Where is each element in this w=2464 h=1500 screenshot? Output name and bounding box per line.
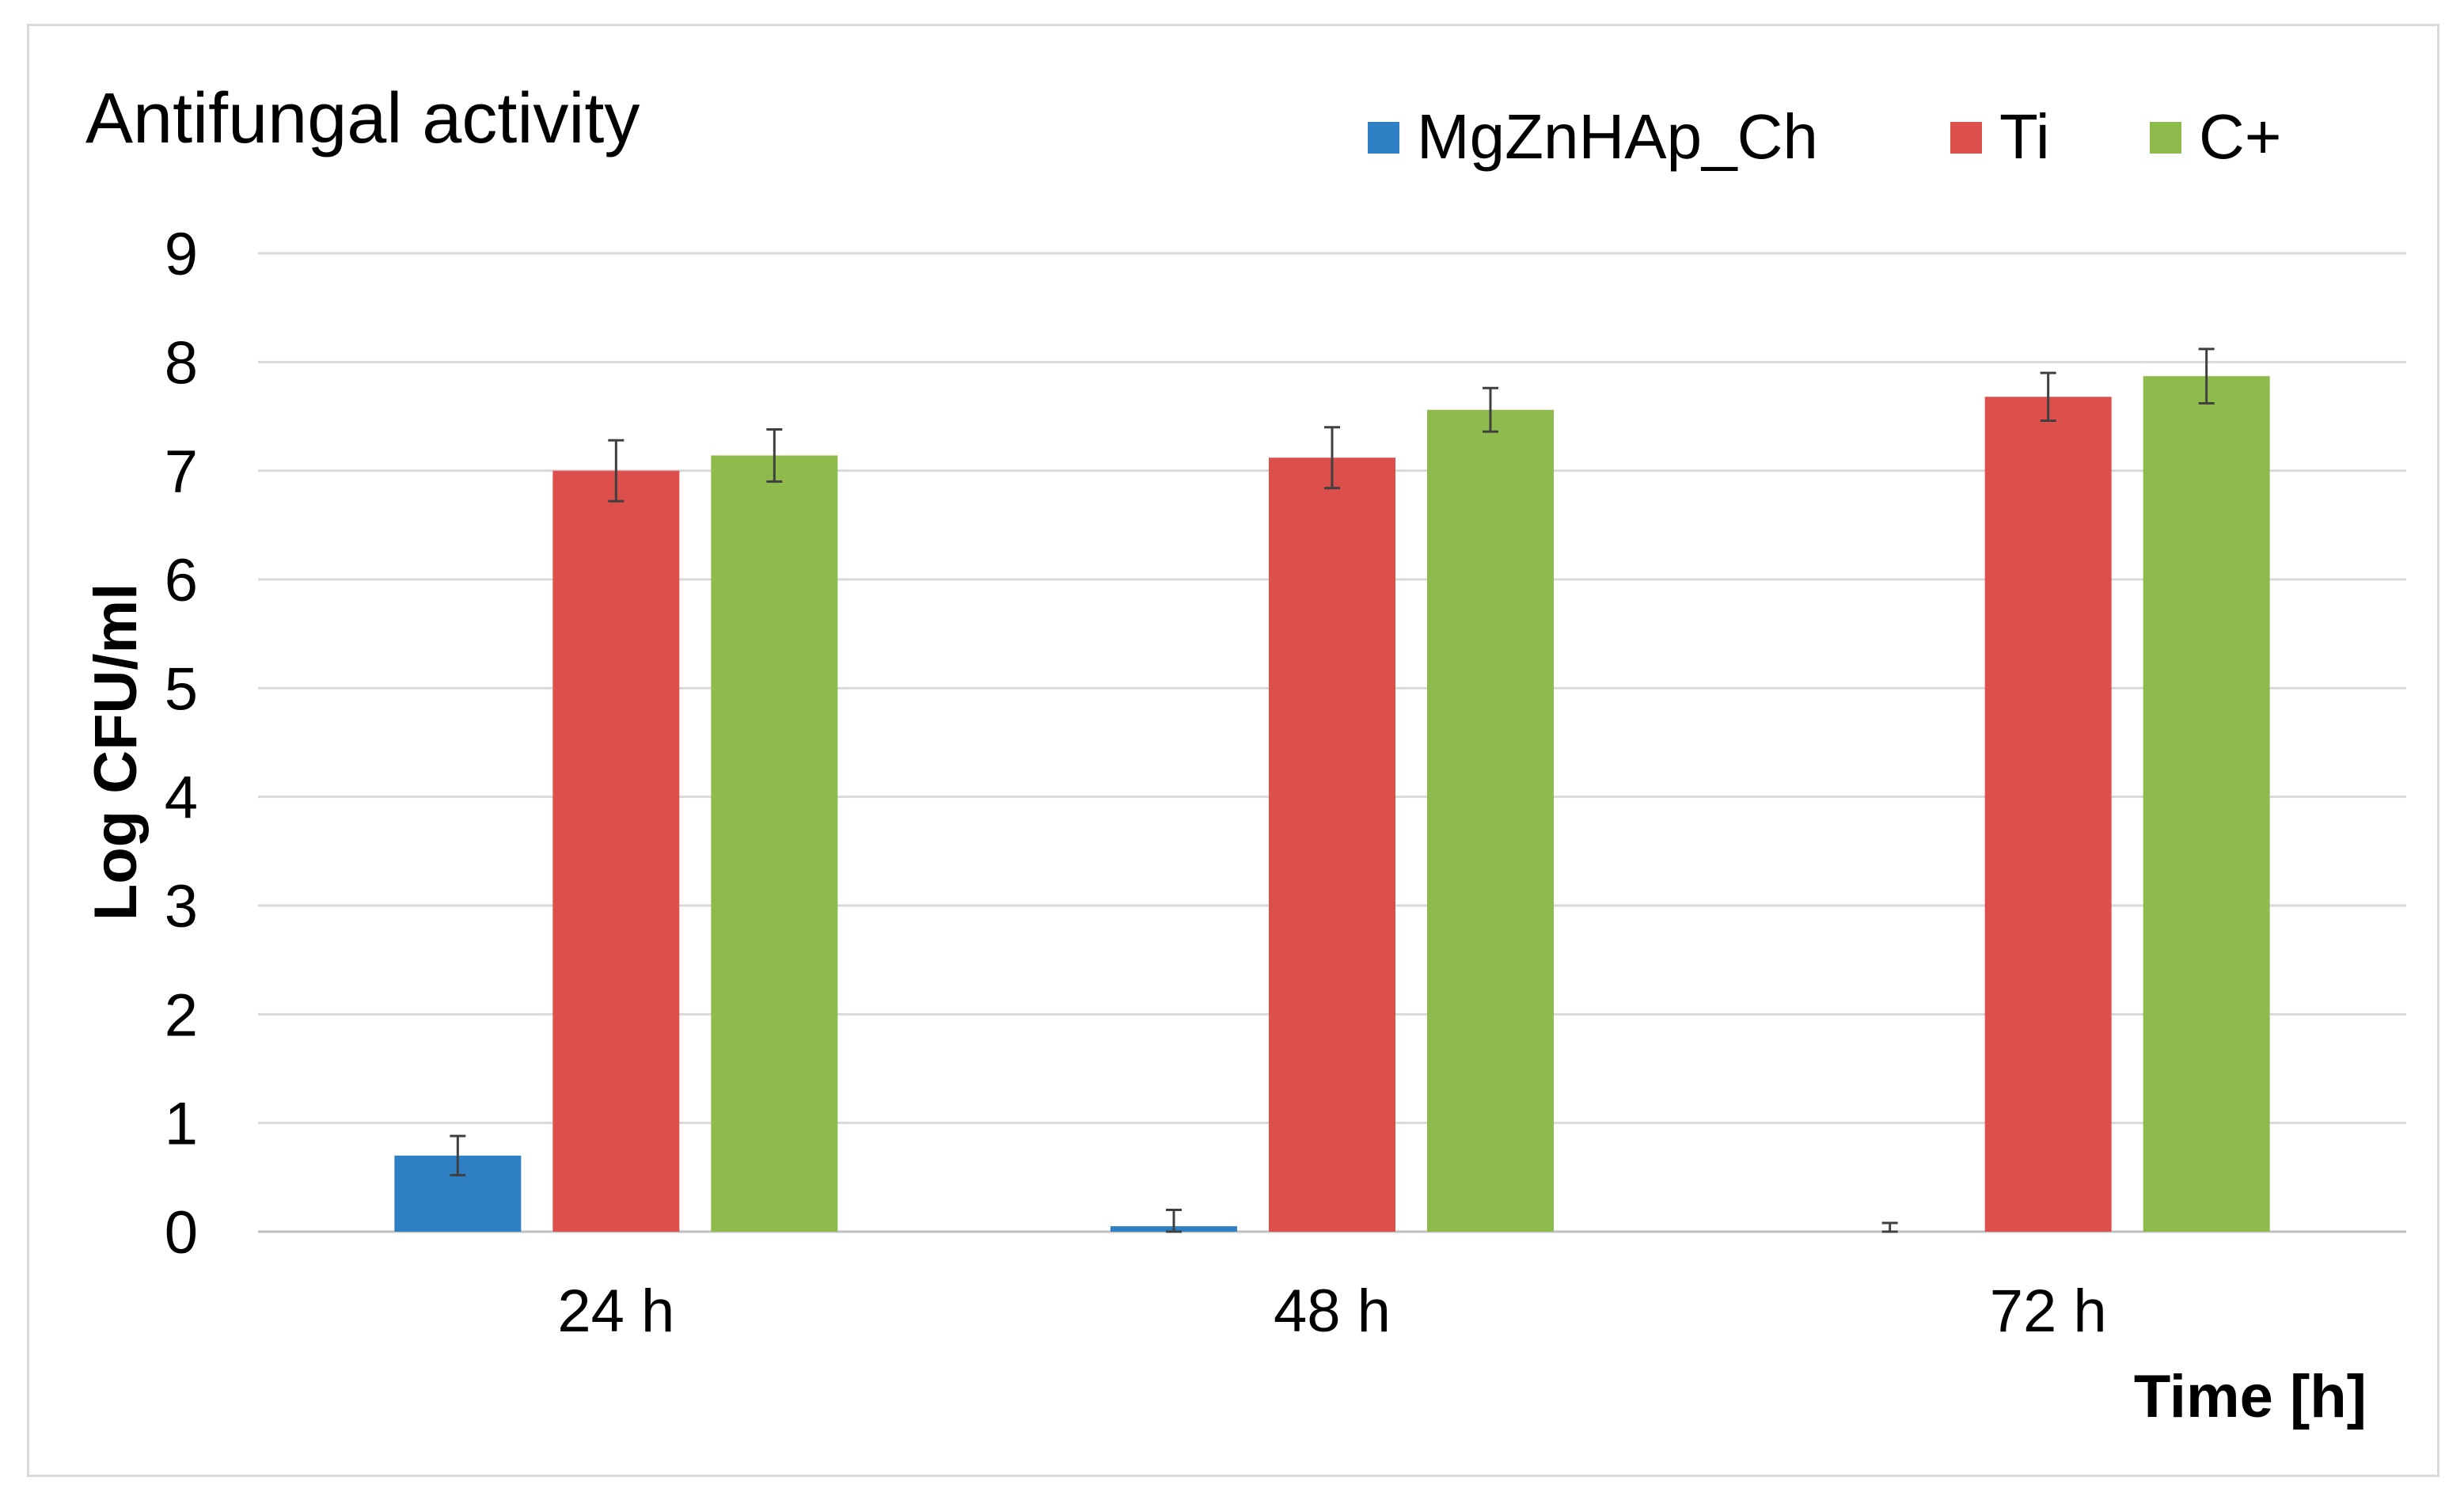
error-bar [1483,386,1498,433]
bar [1984,397,2112,1232]
y-axis-ticks: 0 1 2 3 4 5 6 7 8 9 [165,221,198,1266]
y-tick-label: 7 [165,439,198,506]
legend-swatch [1950,122,1982,154]
bars [394,347,2270,1233]
y-tick-label: 4 [165,765,198,832]
error-bar [1324,426,1340,490]
y-tick-label: 6 [165,547,198,614]
y-tick-label: 0 [165,1199,198,1266]
legend-swatch [2150,122,2181,154]
x-axis-label: Time [h] [2134,1363,2367,1430]
legend-label: Ti [1999,101,2050,172]
bar [1427,409,1554,1232]
error-bar [1166,1209,1182,1233]
legend: MgZnHAp_Ch Ti C+ [1368,101,2282,172]
x-tick-label: 48 h [1274,1278,1391,1345]
error-bar [766,427,783,483]
bar [552,470,680,1232]
y-tick-label: 2 [165,982,198,1049]
bar [711,455,838,1232]
legend-label: MgZnHAp_Ch [1417,101,1818,172]
error-bar [450,1134,466,1177]
y-tick-label: 1 [165,1091,198,1158]
x-tick-label: 72 h [1990,1278,2107,1345]
error-bar [2040,371,2056,422]
error-bar [1881,1221,1898,1233]
y-tick-label: 8 [165,329,198,397]
error-bar [2198,347,2215,405]
y-axis-label: Log CFU/ml [82,583,150,921]
error-bar [608,439,625,503]
bar [1269,458,1395,1232]
y-tick-label: 9 [165,221,198,288]
y-tick-label: 5 [165,655,198,723]
y-tick-label: 3 [165,873,198,940]
chart-title: Antifungal activity [85,79,640,158]
legend-swatch [1368,122,1399,154]
bar [2143,376,2270,1232]
legend-label: C+ [2199,101,2282,172]
x-tick-label: 24 h [557,1278,674,1345]
x-axis-ticks: 24 h 48 h 72 h [557,1278,2106,1345]
